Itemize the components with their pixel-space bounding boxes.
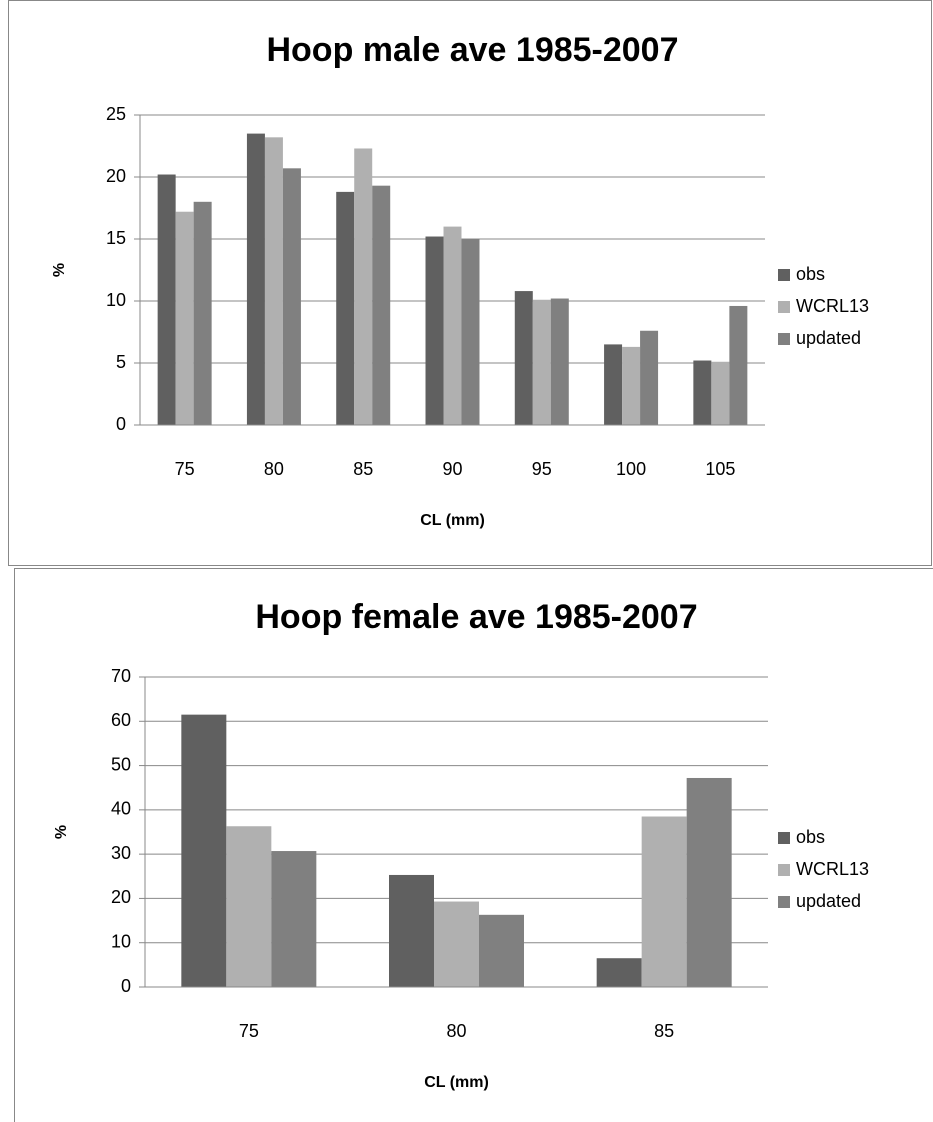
y-tick-label: 60 [111,710,131,730]
y-tick-label: 0 [116,414,126,434]
bar [711,361,730,425]
bar [550,298,569,425]
bar [264,137,283,425]
y-tick-label: 25 [106,104,126,124]
bar [596,958,642,987]
y-tick-label: 15 [106,228,126,248]
legend-swatch [778,269,790,281]
x-axis-title: CL (mm) [424,1074,489,1091]
bar [640,330,659,425]
bar [604,344,623,425]
y-tick-label: 10 [111,931,131,951]
x-tick-label: 80 [264,459,284,479]
bar [686,777,732,987]
legend-swatch [778,832,790,844]
bar [434,901,479,987]
bar [622,346,641,425]
legend-label: obs [796,264,825,284]
legend-label: WCRL13 [796,859,869,879]
x-tick-label: 85 [353,459,373,479]
x-tick-label: 95 [532,459,552,479]
y-tick-label: 30 [111,843,131,863]
bar [641,816,687,987]
y-tick-label: 10 [106,290,126,310]
bar [479,914,524,987]
bar [181,714,227,987]
y-tick-label: 5 [116,352,126,372]
legend-label: updated [796,891,861,911]
bar [226,826,272,987]
bar [461,239,480,425]
chart-title: Hoop female ave 1985-2007 [255,598,697,636]
bar [157,174,176,425]
bar [729,305,748,425]
y-tick-label: 20 [106,166,126,186]
x-tick-label: 75 [239,1021,259,1041]
legend-swatch [778,896,790,908]
x-tick-label: 80 [446,1021,466,1041]
bar [425,236,444,425]
y-tick-label: 0 [121,976,131,996]
bar [271,851,317,987]
bar [282,168,301,425]
bar [193,201,212,425]
bar [443,226,462,425]
legend-label: obs [796,827,825,847]
legend-swatch [778,864,790,876]
y-axis-title: % [53,825,70,839]
legend-swatch [778,333,790,345]
bar [372,185,391,425]
legend-label: updated [796,328,861,348]
bar [389,874,434,987]
y-tick-label: 70 [111,666,131,686]
y-tick-label: 20 [111,887,131,907]
x-tick-label: 100 [616,459,646,479]
bar [336,191,355,425]
legend-swatch [778,301,790,313]
x-tick-label: 75 [175,459,195,479]
y-axis-title: % [51,263,68,277]
y-tick-label: 40 [111,799,131,819]
bar [514,291,533,425]
bar [532,299,551,425]
bar [246,133,265,425]
x-tick-label: 105 [705,459,735,479]
x-tick-label: 90 [442,459,462,479]
x-tick-label: 85 [654,1021,674,1041]
legend-label: WCRL13 [796,296,869,316]
bar [175,211,194,425]
bar [354,148,373,426]
chart-title: Hoop male ave 1985-2007 [266,31,678,69]
chart-frame [8,0,932,566]
bar [693,360,712,425]
y-tick-label: 50 [111,754,131,774]
x-axis-title: CL (mm) [420,512,485,529]
